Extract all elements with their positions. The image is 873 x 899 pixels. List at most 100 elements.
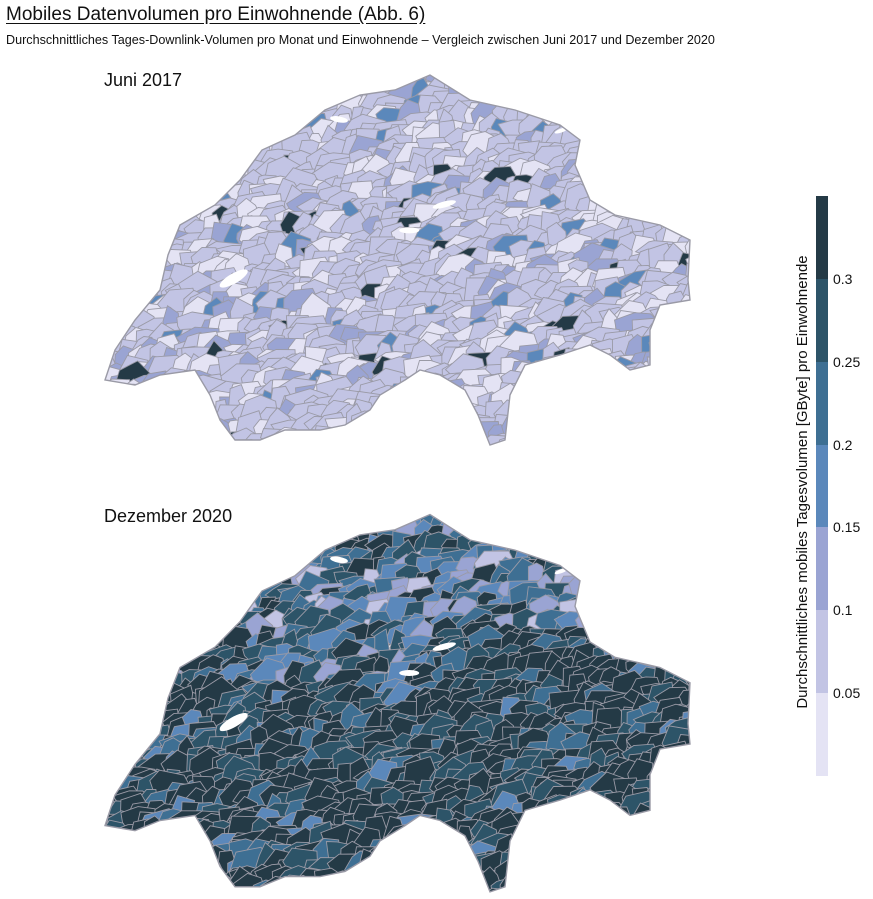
- municipality: [105, 89, 145, 110]
- municipality: [171, 628, 204, 660]
- municipality: [148, 127, 178, 156]
- municipality: [105, 283, 124, 314]
- municipality: [507, 867, 539, 884]
- municipality: [674, 182, 690, 205]
- municipality: [579, 431, 618, 445]
- municipality: [556, 385, 587, 409]
- municipality: [672, 586, 690, 619]
- municipality: [663, 309, 690, 346]
- municipality: [675, 386, 690, 422]
- municipality: [174, 567, 210, 604]
- municipality: [637, 436, 672, 445]
- municipality: [105, 432, 129, 445]
- municipality: [105, 408, 125, 445]
- municipality: [686, 87, 690, 105]
- municipality: [272, 553, 311, 568]
- municipality: [118, 207, 147, 228]
- municipality: [678, 166, 690, 209]
- municipality: [134, 87, 178, 110]
- municipality: [673, 519, 690, 553]
- municipality: [659, 438, 685, 445]
- municipality: [651, 770, 685, 789]
- lake: [219, 269, 248, 288]
- municipality: [105, 605, 124, 638]
- municipality: [169, 76, 191, 108]
- municipality: [663, 334, 690, 359]
- municipality: [105, 197, 137, 216]
- municipality: [133, 538, 166, 570]
- municipality: [172, 397, 209, 417]
- municipality: [570, 356, 601, 393]
- municipality: [672, 832, 690, 851]
- municipality: [406, 428, 454, 444]
- municipality: [631, 514, 668, 524]
- municipality: [276, 75, 301, 100]
- municipality: [237, 75, 255, 102]
- municipality: [700, 527, 714, 544]
- municipality: [525, 855, 558, 877]
- municipality: [105, 201, 133, 237]
- municipality: [105, 296, 118, 325]
- municipality: [187, 436, 212, 445]
- municipality: [649, 125, 686, 162]
- municipality: [298, 887, 337, 892]
- municipality: [564, 859, 589, 892]
- municipality: [276, 514, 307, 532]
- municipality: [208, 75, 237, 102]
- municipality: [691, 315, 722, 338]
- municipality: [607, 835, 655, 856]
- municipality: [608, 565, 645, 601]
- municipality: [164, 514, 183, 545]
- municipality: [132, 192, 167, 223]
- municipality: [613, 433, 653, 445]
- municipality: [408, 851, 437, 880]
- municipality: [560, 836, 593, 853]
- municipality: [254, 437, 275, 445]
- municipality: [105, 861, 134, 892]
- municipality: [674, 688, 690, 710]
- municipality: [674, 594, 690, 629]
- municipality: [605, 419, 632, 439]
- municipality: [123, 166, 167, 184]
- municipality: [367, 867, 388, 892]
- municipality: [556, 514, 597, 528]
- municipality: [259, 514, 280, 525]
- municipality: [148, 151, 177, 184]
- municipality: [132, 130, 165, 156]
- municipality: [441, 884, 479, 892]
- municipality: [133, 142, 150, 161]
- municipality: [522, 514, 565, 536]
- municipality: [646, 412, 671, 440]
- municipality: [117, 529, 147, 571]
- municipality: [105, 581, 136, 604]
- municipality: [290, 514, 315, 536]
- municipality: [110, 127, 139, 157]
- municipality: [162, 882, 186, 892]
- municipality: [658, 646, 687, 671]
- municipality: [539, 77, 574, 115]
- municipality: [393, 421, 418, 445]
- municipality: [547, 794, 572, 823]
- municipality: [105, 578, 122, 602]
- municipality: [608, 171, 639, 212]
- municipality: [192, 526, 239, 544]
- municipality: [581, 588, 628, 608]
- municipality: [139, 574, 169, 608]
- municipality: [659, 514, 690, 526]
- municipality: [107, 569, 152, 600]
- municipality: [683, 611, 690, 648]
- municipality: [105, 732, 137, 768]
- municipality: [114, 210, 138, 243]
- municipality: [668, 809, 690, 831]
- municipality: [576, 149, 601, 177]
- municipality: [684, 408, 690, 432]
- municipality: [580, 549, 619, 567]
- municipality: [642, 568, 669, 593]
- municipality: [629, 544, 654, 573]
- municipality: [669, 327, 690, 352]
- municipality: [473, 75, 500, 82]
- municipality: [284, 84, 319, 108]
- municipality: [140, 89, 163, 108]
- municipality: [610, 868, 643, 892]
- municipality: [680, 192, 690, 226]
